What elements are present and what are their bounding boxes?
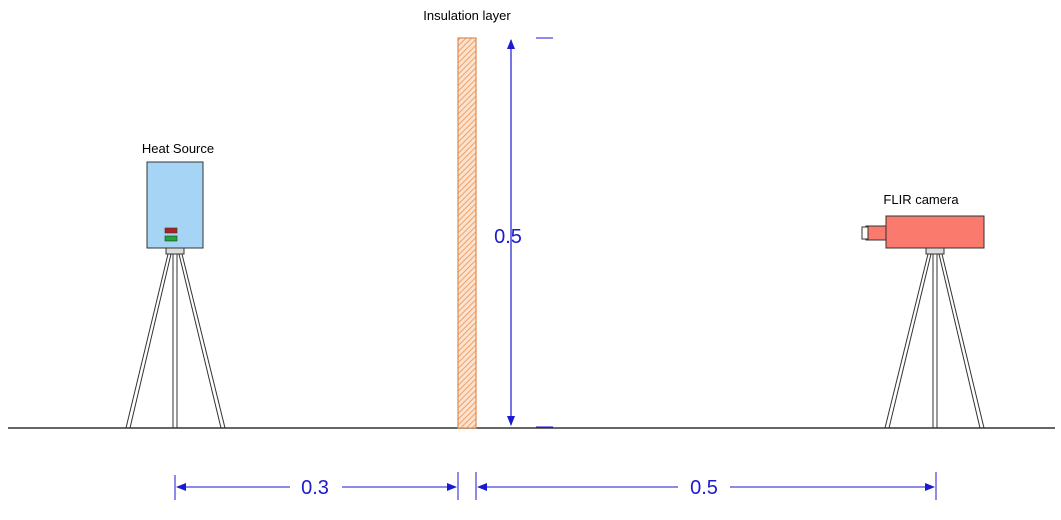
heat-source-tripod (125, 247, 226, 429)
camera-label: FLIR camera (883, 192, 959, 207)
flir-camera (861, 215, 985, 249)
camera-lens-cap (861, 226, 869, 240)
heat-source-body (146, 161, 204, 249)
heat-source-red-indicator (164, 227, 178, 234)
camera-tripod (884, 247, 985, 429)
layer-to-camera-label: 0.5 (690, 477, 718, 499)
source-to-layer-label: 0.3 (301, 477, 329, 499)
insulation-layer (457, 37, 477, 429)
source-to-layer-dimension (174, 472, 459, 500)
layer-to-camera-dimension (475, 472, 937, 500)
height-dimension-label: 0.5 (494, 226, 522, 248)
height-dimension (507, 37, 553, 428)
heat-source (146, 161, 204, 249)
camera-body (885, 215, 985, 249)
heat-source-label: Heat Source (142, 141, 214, 156)
insulation-label: Insulation layer (423, 8, 511, 23)
camera-lens (865, 225, 889, 241)
heat-source-green-indicator (164, 235, 178, 242)
